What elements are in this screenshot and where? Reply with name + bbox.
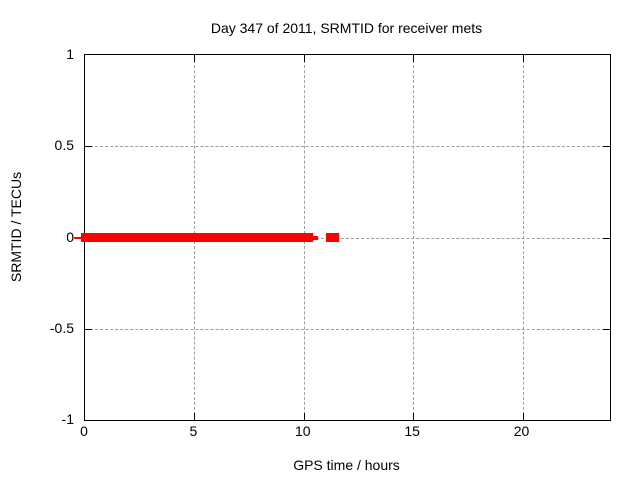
y-tick-mark-left [85,146,92,148]
data-zero-tick [74,236,81,239]
x-tick-label: 10 [294,423,311,439]
y-tick-mark-right [603,237,610,239]
y-axis-label: SRMTID / TECUs [8,171,24,283]
data-segment [325,233,340,242]
y-tick-mark-right [603,146,610,148]
x-tick-mark-bottom [194,413,196,420]
x-tick-mark-top [413,55,415,62]
y-tick-labels: 1 0.5 0 -0.5 -1 [28,46,74,427]
y-tick-label: 0 [66,228,74,245]
x-tick-label: 15 [404,423,420,439]
x-tick-mark-bottom [303,413,305,420]
x-tick-label: 5 [189,423,198,439]
horizontal-gridline [85,237,610,239]
y-tick-label: 1 [66,46,74,62]
horizontal-gridline [85,146,610,148]
data-segment [80,233,313,242]
y-tick-label: 0.5 [54,137,74,154]
x-tick-label: 0 [80,423,88,439]
y-tick-mark-left [85,328,92,330]
x-tick-mark-top [194,55,196,62]
x-tick-mark-bottom [522,413,524,420]
x-tick-labels: 0 5 10 15 20 [80,423,609,441]
y-tick-label: -1 [61,411,74,427]
horizontal-gridline [85,328,610,330]
y-tick-label: -0.5 [49,319,74,336]
y-tick-mark-right [603,328,610,330]
x-tick-mark-bottom [413,413,415,420]
x-tick-mark-top [522,55,524,62]
plot-area [74,54,611,421]
x-tick-label: 20 [513,423,530,439]
x-axis-label: GPS time / hours [293,457,400,473]
chart-title: Day 347 of 2011, SRMTID for receiver met… [210,20,483,36]
x-tick-mark-top [303,55,305,62]
data-segment [312,235,318,240]
